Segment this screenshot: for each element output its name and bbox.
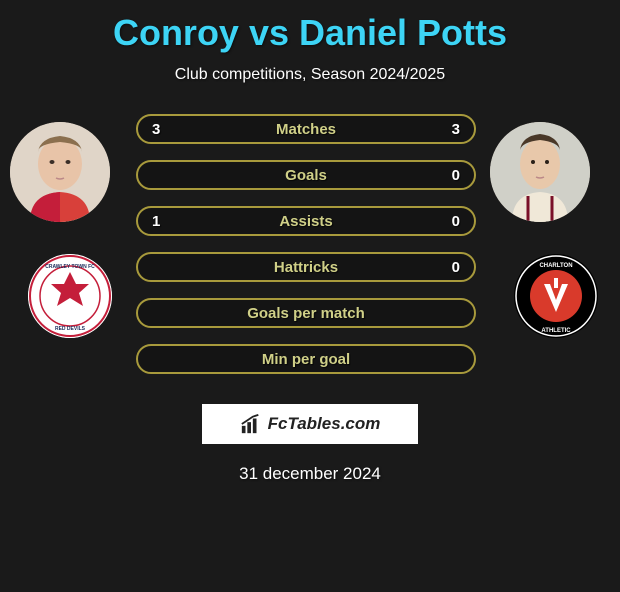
svg-text:CHARLTON: CHARLTON [539,263,572,269]
stat-label: Min per goal [262,351,350,368]
comparison-area: CRAWLEY TOWN FC RED DEVILS CHARLTON ATHL… [0,114,620,404]
stat-right-value: 0 [452,167,460,184]
stat-row-hattricks: Hattricks 0 [136,252,476,282]
watermark-text: FcTables.com [268,414,381,434]
player-right-avatar [490,122,590,222]
date-text: 31 december 2024 [0,464,620,484]
stat-row-goals-per-match: Goals per match [136,298,476,328]
svg-text:CRAWLEY TOWN FC: CRAWLEY TOWN FC [45,264,95,270]
stat-right-value: 0 [452,259,460,276]
stat-row-matches: 3 Matches 3 [136,114,476,144]
svg-text:RED DEVILS: RED DEVILS [55,326,86,332]
stat-label: Goals per match [247,305,365,322]
stat-row-goals: Goals 0 [136,160,476,190]
page-title: Conroy vs Daniel Potts [0,12,620,54]
club-right-badge: CHARLTON ATHLETIC [514,254,598,338]
stat-row-assists: 1 Assists 0 [136,206,476,236]
stat-left-value: 3 [152,121,160,138]
stat-label: Goals [285,167,327,184]
stat-label: Matches [276,121,336,138]
stat-left-value: 1 [152,213,160,230]
subtitle: Club competitions, Season 2024/2025 [0,66,620,84]
svg-text:ATHLETIC: ATHLETIC [541,328,571,334]
chart-icon [240,413,262,435]
watermark[interactable]: FcTables.com [202,404,418,444]
club-left-badge: CRAWLEY TOWN FC RED DEVILS [28,254,112,338]
stat-label: Assists [279,213,332,230]
stats-list: 3 Matches 3 Goals 0 1 Assists 0 Hattrick… [136,114,476,390]
stat-row-min-per-goal: Min per goal [136,344,476,374]
stat-right-value: 0 [452,213,460,230]
stat-label: Hattricks [274,259,338,276]
player-left-avatar [10,122,110,222]
stat-right-value: 3 [452,121,460,138]
